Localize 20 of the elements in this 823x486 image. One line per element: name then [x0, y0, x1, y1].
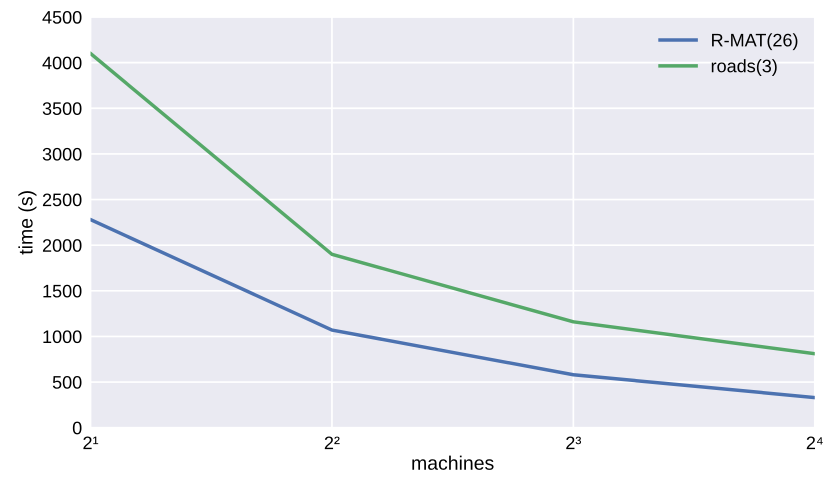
x-tick-label: 2⁴: [806, 436, 823, 450]
legend-label: roads(3): [712, 59, 777, 76]
line-series: [90, 52, 815, 356]
y-tick-label: 1500: [43, 284, 82, 298]
y-tick-label: 0: [72, 422, 82, 434]
x-tick-label: 2³: [566, 436, 582, 450]
y-tick-label: 1000: [43, 330, 82, 344]
legend-label: R-MAT(26): [712, 33, 798, 50]
y-tick-label: 4000: [42, 56, 82, 70]
line-series: [90, 218, 815, 400]
x-tick-label: 2¹: [83, 436, 98, 450]
y-axis-title: time (s): [18, 191, 36, 254]
x-tick-label: 2²: [324, 436, 340, 450]
y-tick-label: 2500: [42, 193, 82, 206]
y-tick-label: 500: [52, 376, 82, 389]
x-axis-title: machines: [412, 456, 494, 470]
y-tick-label: 4500: [42, 10, 82, 24]
y-tick-label: 2000: [42, 239, 82, 252]
y-tick-label: 3500: [42, 102, 82, 115]
y-tick-label: 3000: [42, 148, 82, 161]
